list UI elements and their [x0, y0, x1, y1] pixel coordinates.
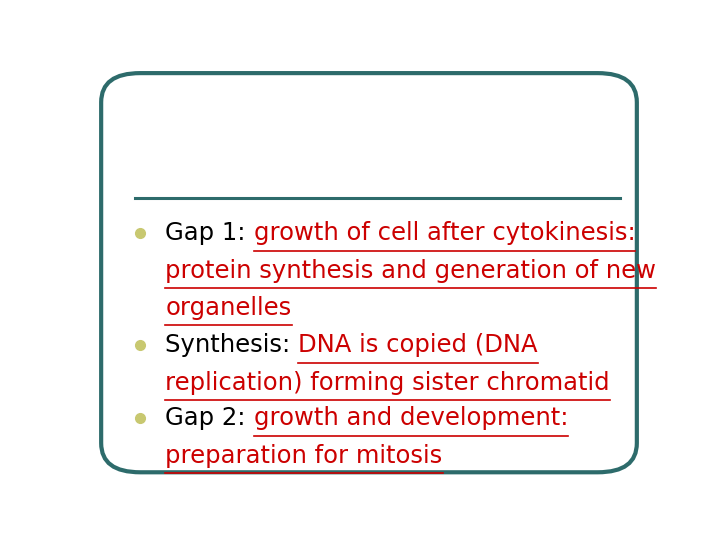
- FancyBboxPatch shape: [101, 73, 637, 472]
- Text: growth and development:: growth and development:: [253, 406, 568, 430]
- Text: protein synthesis and generation of new: protein synthesis and generation of new: [166, 259, 657, 282]
- Text: organelles: organelles: [166, 296, 292, 320]
- Text: growth of cell after cytokinesis:: growth of cell after cytokinesis:: [253, 221, 635, 245]
- Text: DNA is copied (DNA: DNA is copied (DNA: [298, 334, 538, 357]
- Text: Synthesis:: Synthesis:: [166, 334, 298, 357]
- Text: preparation for mitosis: preparation for mitosis: [166, 444, 443, 468]
- Text: Gap 2:: Gap 2:: [166, 406, 253, 430]
- Text: replication) forming sister chromatid: replication) forming sister chromatid: [166, 371, 610, 395]
- Text: Gap 1:: Gap 1:: [166, 221, 253, 245]
